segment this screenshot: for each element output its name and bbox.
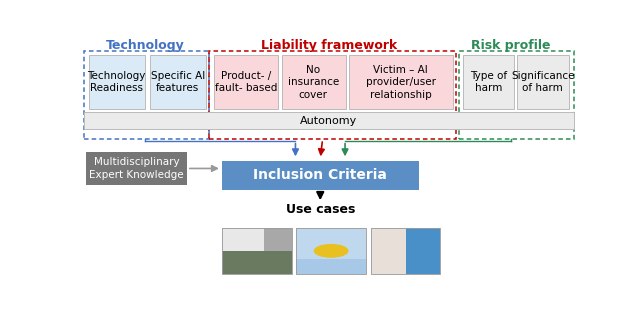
Bar	[86, 151, 187, 185]
Bar	[371, 228, 440, 274]
Text: Technology: Technology	[106, 39, 184, 52]
Bar	[282, 55, 346, 109]
Text: Multidisciplinary
Expert Knowledge: Multidisciplinary Expert Knowledge	[89, 157, 184, 180]
Text: Use cases: Use cases	[285, 203, 355, 216]
Text: Victim – AI
provider/user
relationship: Victim – AI provider/user relationship	[366, 65, 436, 100]
Bar	[264, 228, 292, 251]
Bar	[222, 228, 292, 274]
Bar	[406, 228, 440, 274]
Bar	[222, 228, 292, 274]
Bar	[222, 228, 264, 251]
Text: No
insurance
cover: No insurance cover	[287, 65, 339, 100]
Text: Inclusion Criteria: Inclusion Criteria	[253, 168, 387, 182]
Text: Liability framework: Liability framework	[261, 39, 397, 52]
Bar	[296, 228, 366, 259]
Bar	[88, 55, 145, 109]
Bar	[209, 51, 456, 139]
Bar	[459, 51, 573, 139]
Text: Product- /
fault- based: Product- / fault- based	[214, 71, 277, 93]
Text: Technology
Readiness: Technology Readiness	[87, 71, 146, 93]
Ellipse shape	[314, 244, 349, 258]
Bar	[222, 161, 419, 190]
Bar	[222, 251, 292, 274]
Bar	[296, 228, 366, 274]
Bar	[371, 228, 440, 274]
Text: Specific AI
features: Specific AI features	[150, 71, 205, 93]
Bar	[214, 55, 278, 109]
Bar	[296, 228, 366, 274]
Bar	[371, 228, 440, 274]
Bar	[222, 228, 292, 274]
Text: Autonomy: Autonomy	[300, 116, 357, 126]
Text: Risk profile: Risk profile	[471, 39, 550, 52]
Bar	[150, 55, 206, 109]
Bar	[463, 55, 514, 109]
Text: Type of
harm: Type of harm	[470, 71, 507, 93]
Bar	[371, 228, 406, 274]
Bar	[296, 228, 366, 274]
Bar	[84, 51, 209, 139]
Text: Significance
of harm: Significance of harm	[511, 71, 575, 93]
Bar	[517, 55, 569, 109]
Bar	[349, 55, 452, 109]
Bar	[84, 112, 573, 129]
